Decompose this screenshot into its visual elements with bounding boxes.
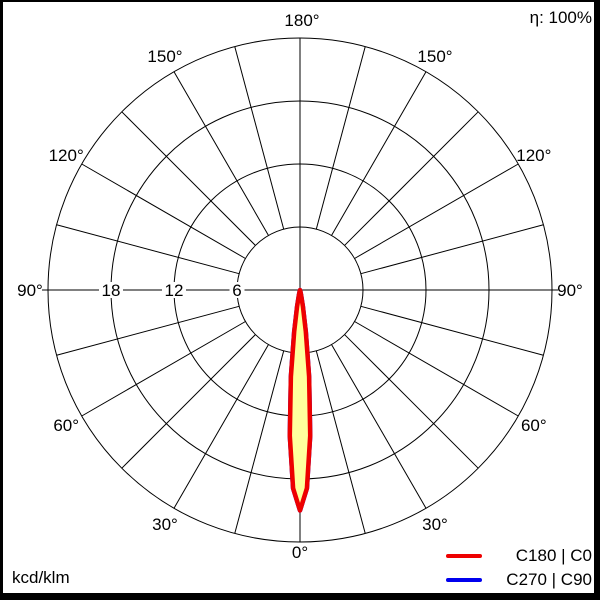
grid-radial-line xyxy=(354,163,519,259)
angle-label: 90° xyxy=(17,281,43,300)
grid-radial-line xyxy=(360,224,544,275)
legend-label-c270-c90: C270 | C90 xyxy=(506,570,592,589)
beam-curve-c180-c0 xyxy=(287,287,313,513)
angle-label: 150° xyxy=(417,47,452,66)
grid-radial-line xyxy=(81,163,246,259)
grid-radial-line xyxy=(344,334,479,469)
grid-radial-line xyxy=(56,305,240,356)
grid-radial-line xyxy=(331,71,427,236)
radial-tick-label: 18 xyxy=(102,281,121,300)
legend-label-c180-c0: C180 | C0 xyxy=(515,546,592,565)
radial-tick-label: 12 xyxy=(165,281,184,300)
angle-label: 120° xyxy=(516,146,551,165)
grid-radial-line xyxy=(121,111,256,246)
polar-chart: 18 12 60°30° 30°60° 60°90° 90°120° 120°150° 150… xyxy=(17,11,583,562)
legend-item-c180-c0: C180 | C0 xyxy=(446,544,592,568)
efficiency-label: η: 100% xyxy=(529,8,592,27)
grid-radial-line xyxy=(173,71,269,236)
angle-label: 0° xyxy=(292,543,308,562)
grid-radial-line xyxy=(344,111,479,246)
tick-label-mask xyxy=(162,282,186,298)
angle-label: 60° xyxy=(521,416,547,435)
legend-item-c270-c90: C270 | C90 xyxy=(446,568,592,592)
grid-radial-line xyxy=(81,321,246,417)
grid-radial-line xyxy=(234,46,285,230)
angle-label: 90° xyxy=(557,281,583,300)
angle-label: 30° xyxy=(422,515,448,534)
angle-label: 120° xyxy=(49,146,84,165)
legend: C180 | C0 C270 | C90 xyxy=(446,544,592,592)
angle-label: 150° xyxy=(147,47,182,66)
angle-label: 60° xyxy=(53,416,79,435)
grid-radial-line xyxy=(315,350,366,534)
units-label: kcd/klm xyxy=(12,568,70,587)
grid-radial-line xyxy=(360,305,544,356)
grid-radial-line xyxy=(173,344,269,509)
tick-label-mask xyxy=(229,282,245,298)
angle-label: 30° xyxy=(152,515,178,534)
grid-radial-line xyxy=(56,224,240,275)
legend-swatch-red-icon xyxy=(446,554,482,558)
grid-radial-line xyxy=(121,334,256,469)
grid-radial-line xyxy=(331,344,427,509)
tick-label-mask xyxy=(99,282,123,298)
legend-swatch-blue-icon xyxy=(446,578,482,582)
angle-label: 180° xyxy=(284,11,319,30)
grid-radial-line xyxy=(234,350,285,534)
grid-radial-line xyxy=(315,46,366,230)
grid-radial-line xyxy=(354,321,519,417)
radial-tick-label: 6 xyxy=(232,281,241,300)
